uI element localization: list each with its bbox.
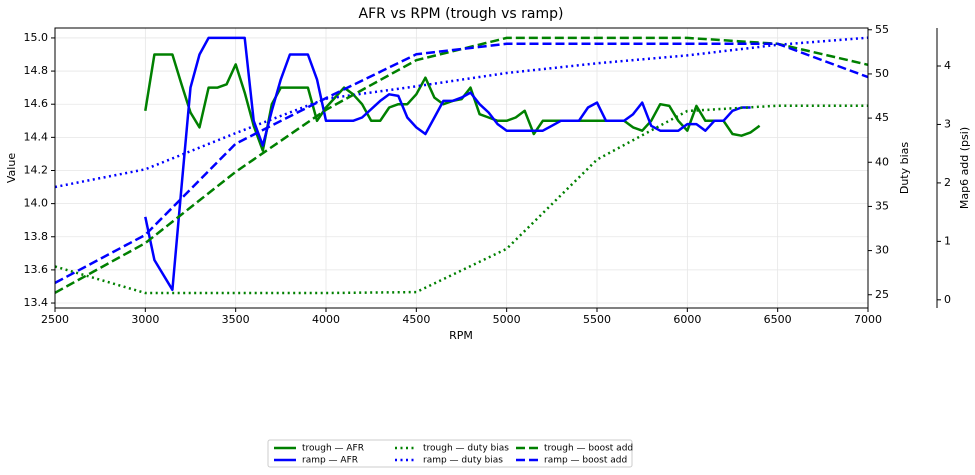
y-tick-label: 13.6 [24,263,49,276]
y3-tick-label: 3 [944,117,951,130]
legend-label: ramp — boost add [544,456,627,466]
x-tick-label: 3500 [222,313,250,326]
x-tick-label: 3000 [131,313,159,326]
y2-axis-label: Duty bias [898,142,911,195]
series-line [54,36,869,189]
x-tick-label: 7000 [854,313,882,326]
y-tick-label: 15.0 [24,31,49,44]
chart-title: AFR vs RPM (trough vs ramp) [359,6,564,22]
legend-label: trough — AFR [302,444,364,454]
y2-tick-label: 40 [875,155,889,168]
y2-tick-label: 50 [875,67,889,80]
legend-label: trough — boost add [544,444,633,454]
y3-axis-label: Map6 add (psi) [958,127,971,209]
x-tick-label: 6500 [764,313,792,326]
series-line [54,36,869,294]
x-tick-label: 6000 [673,313,701,326]
y-tick-label: 14.0 [24,197,49,210]
y2-tick-label: 25 [875,288,889,301]
y-tick-label: 14.8 [24,64,49,77]
series-line [144,36,751,292]
plot-frame [54,27,869,309]
y-tick-label: 13.8 [24,230,49,243]
y-tick-label: 14.4 [24,130,49,143]
legend-label: trough — duty bias [423,444,509,454]
x-tick-label: 5500 [583,313,611,326]
y-tick-label: 13.4 [24,296,49,309]
y3-tick-label: 1 [944,234,951,247]
y3-tick-label: 2 [944,176,951,189]
y2-tick-label: 45 [875,111,889,124]
y2-tick-label: 30 [875,244,889,257]
y-axis-label: Value [5,153,18,183]
legend-label: ramp — AFR [302,456,358,466]
series-line [144,53,761,152]
x-tick-label: 2500 [41,313,69,326]
y3-tick-label: 4 [944,59,951,72]
y-tick-label: 14.6 [24,97,49,110]
y2-tick-label: 55 [875,23,889,36]
x-tick-label: 4500 [402,313,430,326]
y2-tick-label: 35 [875,199,889,212]
legend-box [267,439,633,468]
y3-tick-label: 0 [944,293,951,306]
legend-label: ramp — duty bias [423,456,503,466]
x-axis-label: RPM [449,329,473,342]
y-tick-label: 14.2 [24,163,49,176]
x-tick-label: 5000 [493,313,521,326]
x-tick-label: 4000 [312,313,340,326]
series-line [54,104,868,295]
series-line [54,42,869,285]
